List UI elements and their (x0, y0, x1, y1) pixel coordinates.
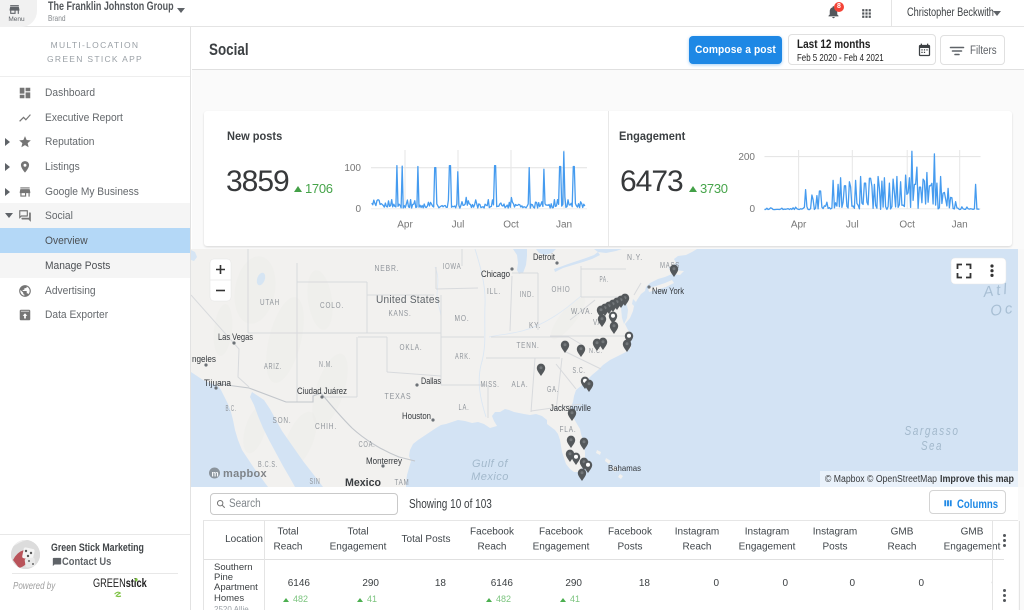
svg-text:S.C.: S.C. (573, 366, 586, 375)
svg-text:Mexico: Mexico (471, 471, 509, 483)
svg-text:Dallas: Dallas (421, 376, 441, 386)
svg-text:IOWA: IOWA (443, 262, 462, 271)
svg-text:Ciudad Juárez: Ciudad Juárez (297, 386, 347, 396)
svg-text:m: m (212, 470, 219, 479)
svg-text:Las Vegas: Las Vegas (218, 332, 253, 342)
svg-text:COA.: COA. (359, 440, 376, 449)
svg-text:B.C.: B.C. (226, 404, 237, 413)
svg-text:UTAH: UTAH (260, 298, 280, 307)
svg-text:100: 100 (344, 163, 361, 174)
svg-text:TEXAS: TEXAS (385, 391, 412, 401)
svg-text:ngeles: ngeles (192, 354, 216, 364)
svg-text:TAM: TAM (395, 478, 410, 487)
svg-text:OHIO: OHIO (552, 285, 571, 294)
svg-text:0: 0 (355, 204, 361, 215)
svg-text:Houston: Houston (402, 411, 431, 421)
svg-text:B.C.S.: B.C.S. (258, 460, 278, 469)
svg-text:NEBR.: NEBR. (375, 264, 400, 273)
svg-text:PA.: PA. (600, 275, 609, 284)
svg-text:FLA.: FLA. (560, 425, 577, 434)
svg-text:MISS.: MISS. (481, 380, 500, 389)
svg-text:COLO.: COLO. (320, 301, 344, 310)
svg-text:IND.: IND. (520, 290, 535, 299)
svg-text:Gulf of: Gulf of (472, 458, 508, 470)
svg-text:Oct: Oct (899, 220, 915, 231)
svg-text:Sargasso: Sargasso (905, 423, 960, 438)
svg-text:ALA.: ALA. (512, 380, 529, 389)
svg-text:N.Y.: N.Y. (627, 253, 643, 262)
svg-text:Oct: Oct (503, 220, 519, 231)
svg-text:CHIH.: CHIH. (315, 422, 337, 431)
svg-text:© Mapbox © OpenStreetMap: © Mapbox © OpenStreetMap (825, 474, 937, 485)
svg-text:GA.: GA. (547, 385, 559, 394)
svg-text:Chicago: Chicago (481, 269, 510, 279)
svg-text:Atl: Atl (981, 280, 1011, 301)
svg-text:Jacksonville: Jacksonville (550, 403, 591, 413)
svg-text:Jul: Jul (846, 220, 859, 231)
svg-text:OKLA.: OKLA. (400, 343, 423, 352)
svg-text:MO.: MO. (455, 314, 470, 323)
svg-text:Oc: Oc (989, 300, 1016, 320)
svg-text:TENN.: TENN. (517, 341, 540, 350)
svg-text:Monterrey: Monterrey (366, 456, 402, 466)
svg-text:Apr: Apr (397, 220, 413, 231)
svg-text:KY.: KY. (529, 321, 541, 330)
svg-text:VA.: VA. (593, 318, 605, 327)
svg-text:New York: New York (652, 286, 684, 296)
svg-text:200: 200 (738, 152, 755, 163)
svg-text:ARK.: ARK. (455, 352, 471, 361)
svg-text:Mexico: Mexico (345, 477, 381, 487)
svg-text:W.VA.: W.VA. (571, 307, 593, 316)
svg-text:Bahamas: Bahamas (608, 463, 641, 473)
svg-text:Jan: Jan (556, 220, 572, 231)
svg-text:Jan: Jan (952, 220, 968, 231)
svg-text:Tijuana: Tijuana (204, 378, 231, 388)
svg-text:0: 0 (749, 204, 755, 215)
svg-text:N.C.: N.C. (589, 346, 603, 355)
svg-text:KANS.: KANS. (389, 309, 412, 318)
svg-text:SON.: SON. (273, 416, 292, 425)
svg-text:N.M.: N.M. (319, 360, 333, 369)
svg-text:Detroit: Detroit (533, 252, 555, 262)
svg-text:MASS: MASS (660, 261, 680, 270)
svg-text:Apr: Apr (791, 220, 807, 231)
svg-text:Improve this map: Improve this map (940, 474, 1014, 485)
svg-text:United States: United States (376, 294, 440, 306)
svg-text:ILL.: ILL. (487, 287, 501, 296)
svg-text:ARIZ.: ARIZ. (264, 362, 282, 371)
svg-text:LA.: LA. (459, 403, 470, 412)
svg-text:Jul: Jul (452, 220, 465, 231)
svg-text:mapbox: mapbox (223, 468, 268, 480)
svg-text:SIN: SIN (310, 477, 321, 486)
svg-text:Sea: Sea (921, 438, 943, 453)
